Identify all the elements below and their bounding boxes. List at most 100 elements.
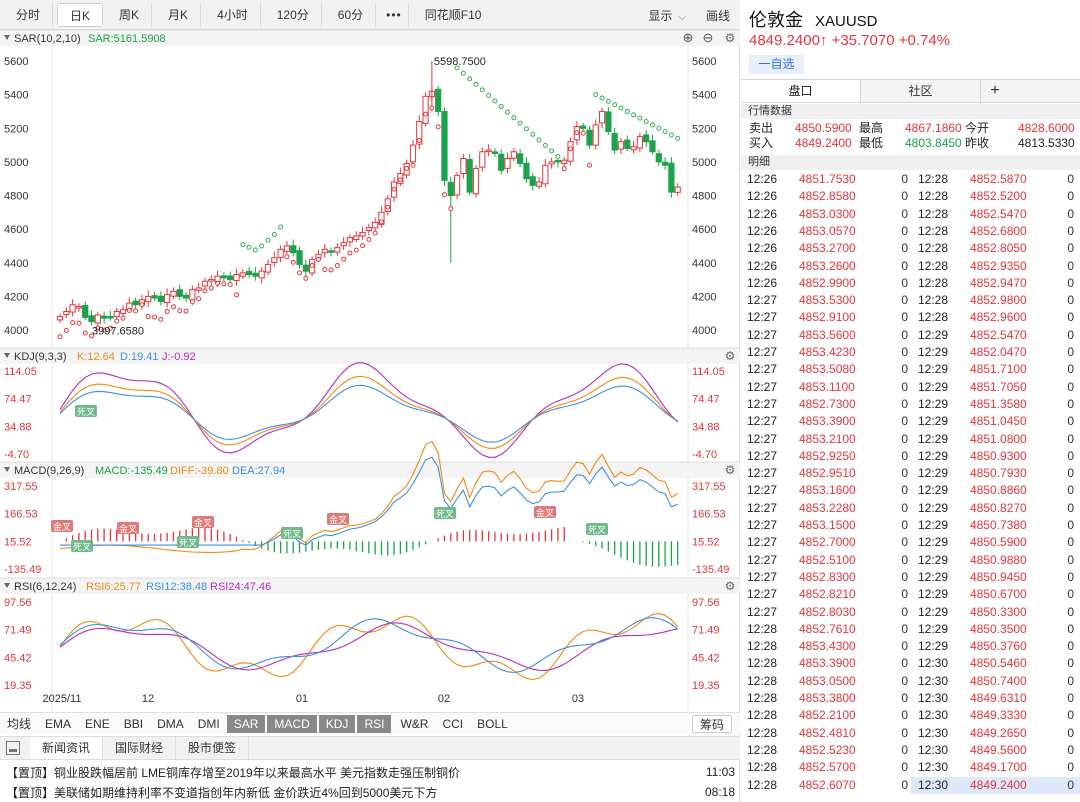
- trade-volume: 0: [901, 639, 908, 654]
- sar-dot: [366, 236, 372, 242]
- indicator-tab-11[interactable]: CCI: [442, 716, 464, 731]
- period-tab-7[interactable]: •••: [380, 2, 409, 27]
- period-tab-8[interactable]: 同花顺F10: [424, 7, 482, 22]
- market-label: 今开: [965, 121, 990, 135]
- sar-dot: [227, 281, 233, 287]
- rsi6-value: RSI6:25.77: [86, 581, 141, 593]
- indicator-tab-7[interactable]: MACD: [267, 714, 317, 733]
- trade-price: 4849.5600: [970, 742, 1027, 757]
- indicator-tab-1[interactable]: EMA: [45, 716, 72, 731]
- indicator-tab-3[interactable]: BBI: [123, 716, 144, 731]
- news-tab-2[interactable]: 股市便签: [176, 737, 250, 759]
- indicator-tab-9[interactable]: RSI: [357, 714, 392, 733]
- collapse-icon[interactable]: [4, 583, 10, 588]
- news-item[interactable]: 【置顶】 美联储如期维持利率不变道指创年内新低 金价跌近4%回到5000美元下方 0…: [0, 782, 740, 802]
- trade-price: 4850.8270: [970, 500, 1027, 515]
- period-tab-1[interactable]: 日K: [57, 2, 104, 27]
- trade-time: 12:28: [747, 760, 778, 775]
- zoom-in-icon[interactable]: ⊕: [683, 30, 694, 45]
- trade-price: 4850.5900: [970, 535, 1027, 550]
- period-tab-5[interactable]: 120分: [265, 2, 322, 27]
- trade-row: 12:28 4852.4810 0 12:30 4849.2650 0: [741, 725, 1080, 742]
- gear-icon[interactable]: ⚙: [725, 579, 736, 593]
- instrument-code: XAUUSD: [815, 13, 878, 30]
- trade-volume: 0: [1067, 725, 1074, 740]
- time-axis-label: 2025/11: [43, 693, 82, 705]
- period-tab-6[interactable]: 60分: [326, 2, 377, 27]
- axis-label-right: 4200: [692, 291, 716, 303]
- indicator-tab-8[interactable]: KDJ: [318, 714, 356, 733]
- axis-label-right: 5400: [692, 90, 716, 102]
- collapse-icon[interactable]: [4, 353, 10, 358]
- trade-row: 12:27 4853.5080 0 12:29 4851.7100 0: [741, 361, 1080, 378]
- sar-dot: [492, 98, 498, 104]
- trade-time: 12:28: [747, 742, 778, 757]
- trade-price: 4852.8580: [799, 189, 856, 204]
- collapse-icon[interactable]: [4, 35, 10, 40]
- indicator-tab-10[interactable]: W&R: [400, 716, 429, 731]
- candle-body: [63, 311, 70, 316]
- collapse-icon[interactable]: [4, 467, 10, 472]
- axis-label-left: 4800: [4, 191, 28, 203]
- indicator-tab-6[interactable]: SAR: [226, 714, 266, 733]
- period-tab-2[interactable]: 周K: [107, 2, 153, 27]
- indicator-tab-2[interactable]: ENE: [85, 716, 110, 731]
- trade-price: 4853.0500: [799, 673, 856, 688]
- display-dropdown[interactable]: 显示 ⌵: [638, 7, 696, 24]
- trade-volume: 0: [1067, 621, 1074, 636]
- trade-time: 12:27: [747, 345, 778, 359]
- macd-dead-cross-badge: 死叉: [283, 529, 301, 539]
- chip-distribution-button[interactable]: 筹码: [691, 714, 732, 733]
- gear-icon[interactable]: ⚙: [725, 349, 736, 363]
- minimize-news-icon[interactable]: [6, 741, 20, 755]
- macd-gold-cross-badge-bg: [192, 516, 214, 528]
- candle-body: [94, 314, 101, 324]
- gear-icon[interactable]: ⚙: [725, 31, 736, 45]
- zoom-out-icon[interactable]: ⊖: [703, 30, 714, 45]
- candle-body: [365, 226, 372, 231]
- trade-volume: 0: [901, 206, 908, 221]
- period-tab-3[interactable]: 月K: [156, 2, 202, 27]
- trade-time: 12:26: [747, 258, 778, 273]
- candle-body: [189, 289, 196, 301]
- chart-canvas[interactable]: ⚙ ⚙ ⚙ ⚙ SAR(10,2,10) SAR:5161.5908 ⊕ ⊖ KDJ(9,3,3…: [0, 30, 740, 712]
- candle-body: [630, 146, 637, 151]
- news-tab-1[interactable]: 国际财经: [103, 737, 177, 759]
- add-tab-icon[interactable]: +: [990, 82, 1000, 99]
- sar-dot: [158, 316, 164, 322]
- tab-community[interactable]: 社区: [861, 80, 981, 102]
- trade-volume: 0: [1067, 656, 1074, 671]
- trade-volume: 0: [1067, 569, 1074, 584]
- indicator-tab-5[interactable]: DMI: [197, 716, 220, 731]
- candle-body: [498, 153, 505, 171]
- sar-dot: [290, 259, 296, 265]
- rsi-title: RSI(6,12,24): [14, 581, 76, 593]
- time-axis-label: 01: [296, 693, 308, 705]
- gear-icon[interactable]: ⚙: [725, 463, 736, 477]
- trade-price: 4853.2280: [799, 500, 856, 515]
- period-tab-0[interactable]: 分时: [4, 2, 54, 27]
- add-watchlist-button[interactable]: 一自选: [749, 55, 804, 74]
- candle-body: [82, 304, 89, 318]
- trade-time: 12:29: [918, 621, 949, 636]
- news-tab-0[interactable]: 新闻资讯: [30, 737, 104, 759]
- indicator-tab-4[interactable]: DMA: [157, 716, 184, 731]
- panel-header-sar: [0, 30, 740, 46]
- sar-dot: [523, 126, 529, 132]
- draw-line-button[interactable]: 画线: [705, 8, 730, 23]
- trade-detail-header: 明细: [741, 155, 1080, 170]
- sar-dot: [404, 165, 410, 171]
- trade-price: 4851.3580: [970, 396, 1027, 411]
- period-tab-4[interactable]: 4小时: [205, 2, 261, 27]
- trade-row: 12:27 4853.3900 0 12:29 4851.0450 0: [741, 413, 1080, 430]
- trade-volume: 0: [1067, 258, 1074, 273]
- indicator-tab-0[interactable]: 均线: [7, 716, 32, 731]
- axis-label-right: 317.55: [692, 481, 726, 493]
- axis-label-left: 4000: [4, 325, 28, 337]
- trade-volume: 0: [1067, 691, 1074, 705]
- news-item[interactable]: 【置顶】 铜业股跌幅居前 LME铜库存增至2019年以来最高水平 美元指数走强压制…: [0, 762, 740, 782]
- trade-time: 12:28: [918, 172, 949, 186]
- trade-time: 12:28: [918, 310, 949, 325]
- indicator-tab-12[interactable]: BOLL: [477, 716, 508, 731]
- tab-order-book[interactable]: 盘口: [741, 80, 861, 102]
